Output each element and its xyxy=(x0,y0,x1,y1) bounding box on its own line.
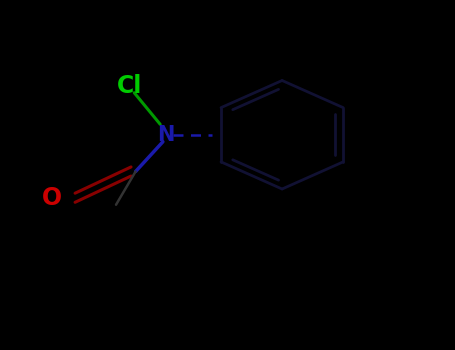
Text: Cl: Cl xyxy=(117,74,142,98)
Text: O: O xyxy=(42,186,62,210)
Text: N: N xyxy=(157,125,175,145)
